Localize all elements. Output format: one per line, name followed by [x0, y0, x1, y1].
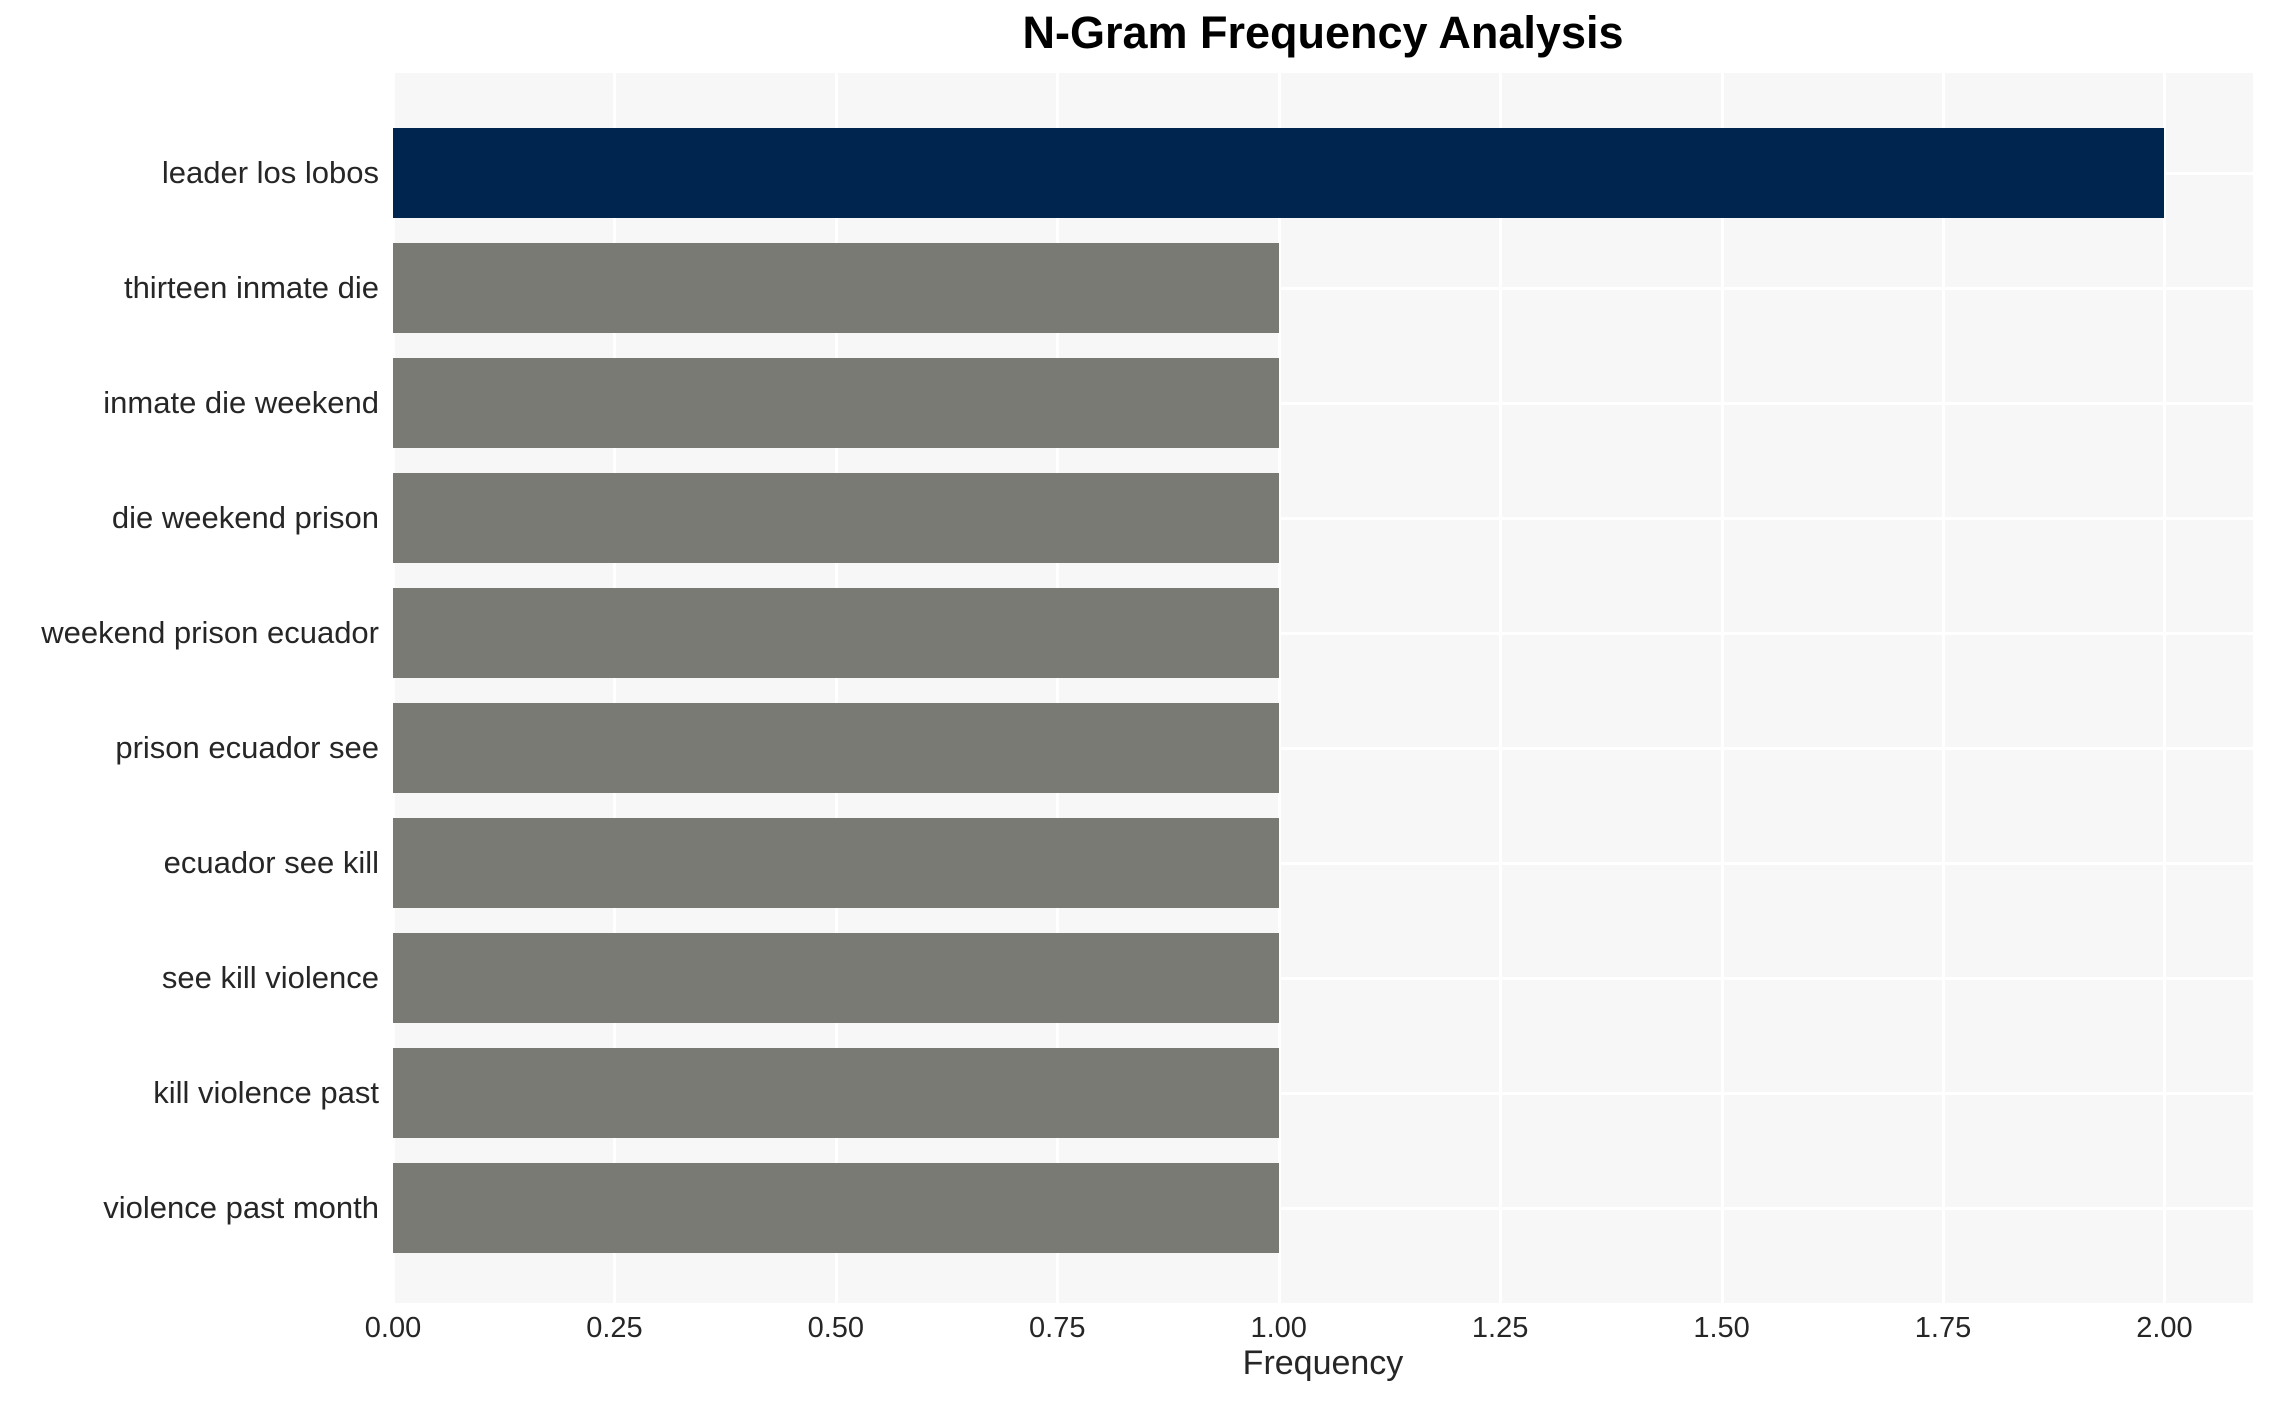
- bar-leader-los-lobos: [393, 128, 2165, 218]
- bar-prison-ecuador-see: [393, 703, 1279, 793]
- y-tick-label: thirteen inmate die: [123, 270, 379, 305]
- gridline-horizontal: [393, 1092, 2253, 1095]
- bar-weekend-prison-ecuador: [393, 588, 1279, 678]
- gridline-vertical: [392, 73, 395, 1303]
- gridline-vertical: [1277, 73, 1281, 1303]
- bar-ecuador-see-kill: [393, 818, 1279, 908]
- x-tick-label: 1.00: [1250, 1312, 1307, 1344]
- gridline-horizontal: [393, 747, 2253, 750]
- gridline-horizontal: [393, 287, 2253, 290]
- x-tick-label: 1.25: [1471, 1312, 1529, 1344]
- y-tick-label: die weekend prison: [111, 500, 379, 535]
- gridline-horizontal: [393, 1207, 2253, 1210]
- gridline-horizontal: [393, 862, 2253, 865]
- y-tick-label: prison ecuador see: [115, 730, 379, 765]
- x-tick-label: 0.75: [1029, 1312, 1086, 1344]
- gridline-vertical: [1499, 73, 1503, 1303]
- y-tick-label: violence past month: [103, 1190, 379, 1225]
- x-tick-label: 0.50: [807, 1312, 865, 1344]
- x-tick-label: 0.00: [364, 1312, 422, 1344]
- x-tick-label: 2.00: [2136, 1312, 2193, 1344]
- x-axis-label: Frequency: [1242, 1344, 1404, 1382]
- gridline-vertical: [613, 73, 617, 1303]
- bar-inmate-die-weekend: [393, 358, 1279, 448]
- bar-die-weekend-prison: [393, 473, 1279, 563]
- bar-thirteen-inmate-die: [393, 243, 1279, 333]
- y-tick-label: see kill violence: [161, 960, 379, 995]
- x-tick-label: 0.25: [586, 1312, 643, 1344]
- gridline-horizontal: [393, 402, 2253, 405]
- x-tick-label: 1.75: [1914, 1312, 1972, 1344]
- bar-see-kill-violence: [393, 933, 1279, 1023]
- gridline-horizontal: [393, 632, 2253, 635]
- x-tick-label: 1.50: [1693, 1312, 1750, 1344]
- gridline-horizontal: [393, 977, 2253, 980]
- gridline-horizontal: [393, 517, 2253, 520]
- chart-title: N-Gram Frequency Analysis: [1022, 7, 1624, 58]
- y-tick-label: weekend prison ecuador: [41, 615, 379, 650]
- gridline-vertical: [1720, 73, 1724, 1303]
- gridline-vertical: [1056, 73, 1060, 1303]
- y-tick-label: leader los lobos: [161, 155, 379, 190]
- bar-kill-violence-past: [393, 1048, 1279, 1138]
- bar-violence-past-month: [393, 1163, 1279, 1253]
- gridline-vertical: [834, 73, 838, 1303]
- y-tick-label: inmate die weekend: [103, 385, 379, 420]
- gridline-vertical: [2163, 73, 2167, 1303]
- y-tick-label: kill violence past: [153, 1075, 379, 1110]
- y-tick-label: ecuador see kill: [163, 845, 379, 880]
- plot-area: [392, 73, 2253, 1303]
- gridline-vertical: [1942, 73, 1945, 1303]
